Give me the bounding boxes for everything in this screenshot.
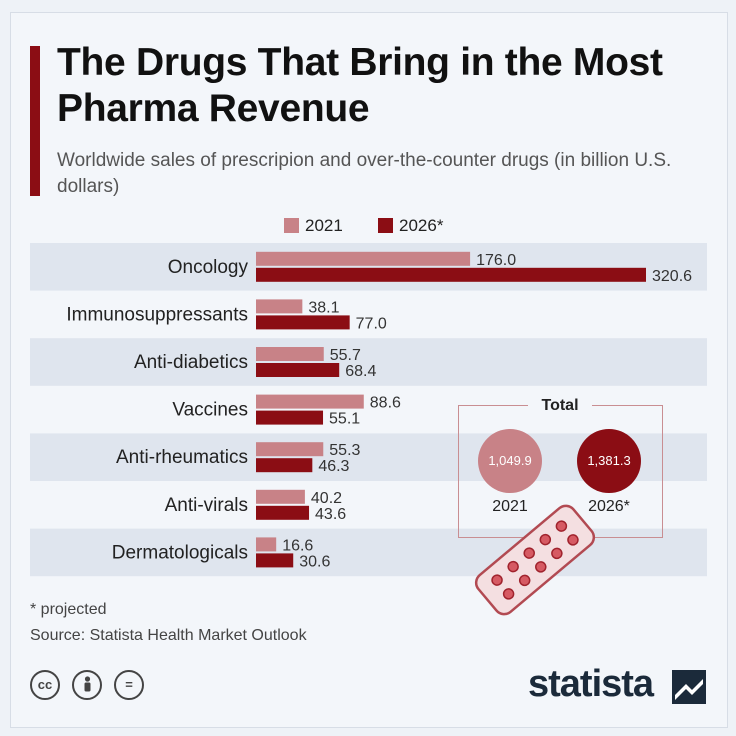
bar-2026-4 [256, 458, 313, 473]
category-label: Immunosuppressants [66, 304, 248, 325]
category-label: Anti-rheumatics [116, 447, 248, 468]
title-accent-bar [30, 46, 40, 196]
totals-label: Total [528, 397, 592, 415]
person-icon[interactable] [72, 670, 102, 700]
category-label: Dermatologicals [112, 542, 248, 563]
chart-subtitle: Worldwide sales of prescripion and over-… [57, 150, 672, 197]
source-note: Source: Statista Health Market Outlook [30, 627, 307, 644]
footnote: * projected [30, 601, 107, 618]
logo-wave [675, 679, 703, 700]
bar-2021-5 [256, 489, 305, 504]
total-2021-circle: 1,049.9 [478, 429, 542, 493]
person-glyph [84, 676, 90, 692]
legend-item-2021: 2021 [284, 216, 343, 236]
bar-2026-3 [256, 410, 324, 425]
statista-logo[interactable]: statista [528, 663, 654, 705]
legend-item-2026: 2026* [378, 216, 443, 236]
equals-icon[interactable]: = [114, 670, 144, 700]
data-label: 46.3 [318, 458, 349, 475]
total-2021-year: 2021 [492, 498, 528, 515]
data-label: 40.2 [311, 490, 342, 507]
row-band [30, 243, 707, 291]
bar-2021-1 [256, 299, 303, 314]
data-label: 176.0 [476, 252, 516, 269]
bar-2026-2 [256, 363, 340, 377]
total-2026-circle: 1,381.3 [577, 429, 641, 493]
legend-label-2026: 2026* [399, 216, 444, 235]
bar-2021-3 [256, 394, 364, 409]
data-label: 320.6 [652, 268, 692, 285]
statista-logo-mark [672, 670, 706, 704]
category-label: Oncology [168, 257, 249, 278]
data-label: 55.3 [329, 442, 360, 459]
category-label: Anti-diabetics [134, 352, 248, 373]
data-label: 55.7 [330, 347, 361, 364]
bar-2026-1 [256, 315, 350, 330]
bar-2026-5 [256, 505, 310, 520]
data-label: 68.4 [345, 363, 376, 380]
chart-title: The Drugs That Bring in the Most Pharma … [57, 41, 663, 130]
legend-swatch-2026 [378, 218, 393, 233]
row-band [30, 338, 707, 386]
bar-2021-4 [256, 442, 324, 457]
bar-2026-0 [256, 267, 646, 282]
total-2026-year: 2026* [588, 498, 630, 515]
data-label: 38.1 [308, 299, 339, 316]
category-label: Anti-virals [165, 495, 248, 516]
bar-2021-0 [256, 251, 471, 266]
data-label: 77.0 [356, 315, 387, 332]
legend-label-2021: 2021 [305, 216, 343, 235]
bar-2026-6 [256, 553, 294, 568]
legend-swatch-2021 [284, 218, 299, 233]
bar-2021-2 [256, 347, 324, 361]
category-label: Vaccines [172, 400, 248, 421]
data-label: 55.1 [329, 411, 360, 428]
data-label: 30.6 [299, 553, 330, 570]
data-label: 16.6 [282, 537, 313, 554]
data-label: 88.6 [370, 395, 401, 412]
cc-icon[interactable]: cc [30, 670, 60, 700]
bar-2021-6 [256, 537, 277, 552]
data-label: 43.6 [315, 506, 346, 523]
